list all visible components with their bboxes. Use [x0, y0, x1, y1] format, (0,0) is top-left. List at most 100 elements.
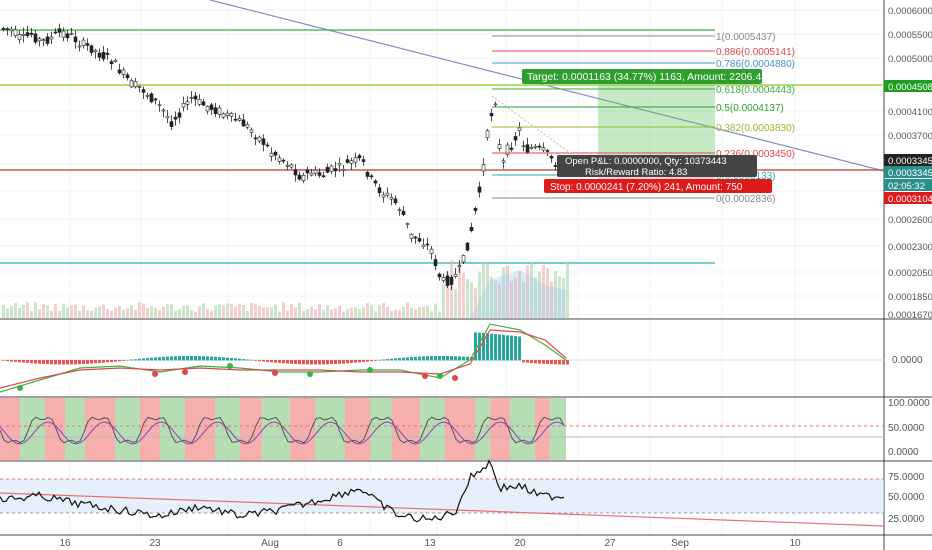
macd-hist: [302, 360, 305, 365]
volume-bar: [418, 307, 421, 318]
volume-bar: [566, 261, 569, 318]
candle-body: [377, 187, 382, 194]
stoch-zone: [20, 398, 45, 460]
volume-bar: [22, 304, 25, 318]
volume-bar: [102, 304, 105, 318]
fib-label: 0(0.0002836): [716, 194, 776, 205]
stoch-zone: [215, 398, 240, 460]
macd-hist: [6, 360, 9, 362]
macd-hist: [350, 360, 353, 363]
candle-body: [81, 39, 86, 46]
price-label-bg: [884, 80, 932, 92]
candle-body: [509, 147, 514, 150]
candle-body: [413, 236, 418, 239]
volume-bar: [62, 303, 65, 318]
macd-hist: [482, 333, 485, 361]
stoch-zone: [185, 398, 215, 460]
candle-body: [473, 208, 478, 211]
volume-bar: [462, 272, 465, 318]
volume-bar: [94, 307, 97, 318]
volume-bar: [502, 266, 505, 318]
rr-label: Risk/Reward Ratio: 4.83: [585, 167, 687, 178]
candle-body: [273, 151, 278, 156]
volume-bar: [354, 307, 357, 318]
time-tick: 20: [514, 538, 526, 549]
macd-cross: [367, 367, 373, 373]
volume-bar: [74, 304, 77, 318]
volume-bar: [270, 307, 273, 318]
candle-body: [65, 33, 70, 39]
stop-label-bg: [544, 179, 772, 193]
candle-body: [185, 101, 190, 105]
stoch-d: [0, 421, 565, 445]
macd-hist: [258, 360, 261, 362]
candle-body: [41, 39, 46, 42]
macd-hist: [438, 356, 441, 361]
volume-bar: [458, 262, 461, 318]
candle-body: [217, 107, 222, 115]
macd-hist: [414, 356, 417, 361]
candle-body: [113, 59, 118, 62]
candle-body: [361, 159, 366, 162]
candle-body: [57, 28, 62, 33]
rsi-axis-label: 75.0000: [888, 472, 925, 483]
macd-hist: [22, 360, 25, 363]
stoch-k: [0, 416, 565, 444]
stoch-zone: [240, 398, 262, 460]
volume-bar: [258, 305, 261, 318]
candle-body: [5, 28, 10, 30]
macd-hist: [150, 357, 153, 361]
macd-cross: [452, 375, 458, 381]
candle-body: [145, 95, 150, 97]
macd-hist: [270, 360, 273, 363]
fib-label: 0.786(0.0004880): [716, 59, 795, 70]
candle-body: [281, 159, 286, 162]
volume-bar: [478, 271, 481, 318]
volume-bar: [146, 307, 149, 318]
volume-bar: [310, 306, 313, 318]
macd-hist: [370, 360, 373, 362]
candle-body: [453, 273, 458, 277]
macd-hist: [566, 360, 569, 365]
stoch-zone: [475, 398, 490, 460]
volume-bar: [110, 310, 113, 318]
candle-body: [85, 43, 90, 46]
macd-hist: [442, 356, 445, 361]
candle-body: [161, 109, 166, 112]
macd-hist: [134, 359, 137, 361]
macd-hist: [554, 360, 557, 365]
candle-body: [525, 144, 530, 153]
volume-bar: [2, 304, 5, 318]
macd-hist: [38, 360, 41, 364]
macd-hist: [334, 360, 337, 365]
candle-body: [489, 113, 494, 117]
time-axis: 16 23 Aug 6 13 20 27 Sep 10: [59, 538, 801, 549]
volume-bar: [82, 305, 85, 318]
volume-bar: [446, 272, 449, 318]
macd-hist: [154, 357, 157, 361]
candle-body: [209, 104, 214, 110]
candle-body: [241, 119, 246, 127]
candle-body: [173, 116, 178, 120]
candle-body: [313, 169, 318, 174]
candle-body: [405, 223, 410, 225]
time-tick: 27: [604, 538, 616, 549]
candle-body: [197, 99, 202, 105]
volume-bar: [366, 302, 369, 318]
candle-body: [333, 168, 338, 172]
volume-bar: [374, 311, 377, 318]
price-tick: 0.0006000: [888, 6, 932, 17]
macd-hist: [466, 356, 469, 361]
volume-bar: [118, 306, 121, 318]
macd-hist: [266, 360, 269, 362]
price-label: 0.0003104: [888, 194, 932, 205]
macd-hist: [86, 360, 89, 364]
candle-body: [225, 112, 230, 116]
volume-bar: [410, 307, 413, 318]
macd-hist: [74, 360, 77, 365]
volume-bar: [314, 309, 317, 318]
macd-cross: [182, 369, 188, 375]
volume-bar: [202, 303, 205, 318]
